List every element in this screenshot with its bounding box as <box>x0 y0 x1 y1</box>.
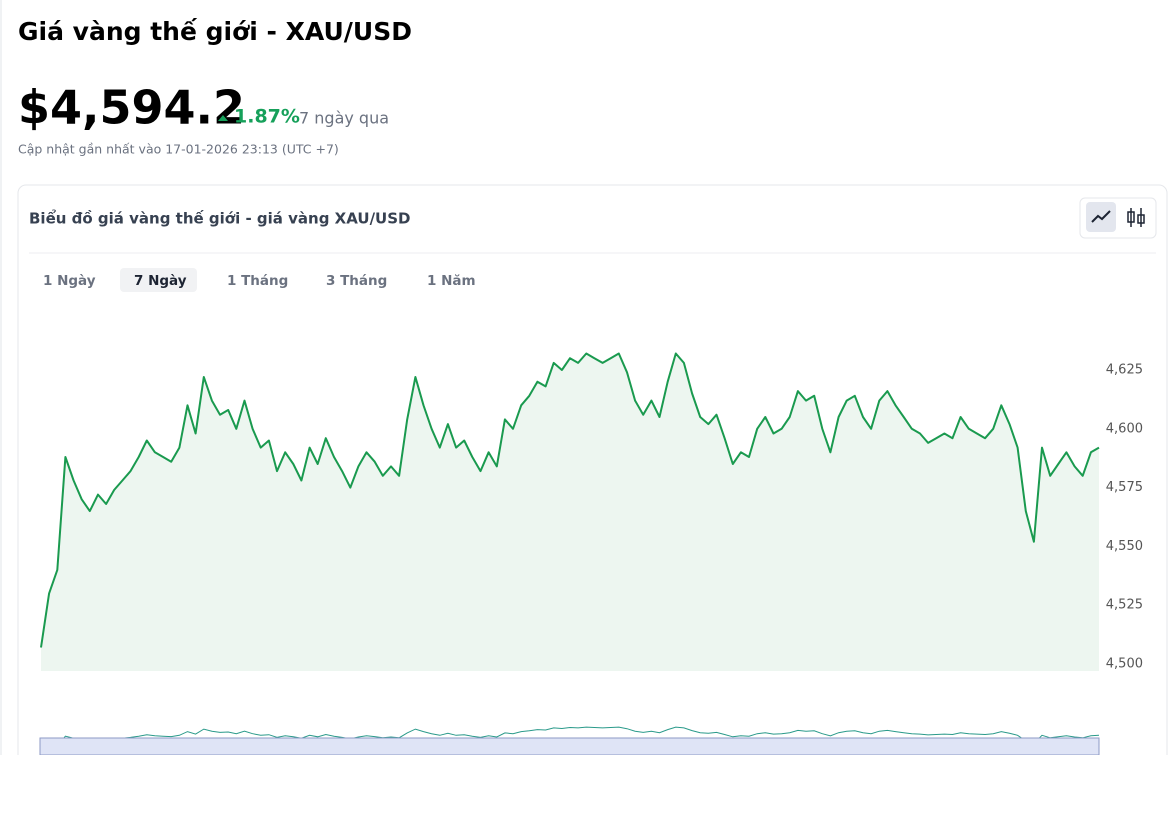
blank-area <box>0 755 1173 813</box>
y-tick-label: 4,575 <box>1106 480 1143 495</box>
y-tick-label: 4,525 <box>1106 598 1143 613</box>
page-title: Giá vàng thế giới - XAU/USD <box>18 17 412 46</box>
tab[interactable]: 1 Tháng <box>227 273 288 289</box>
y-tick-label: 4,600 <box>1106 421 1143 436</box>
navigator-line <box>40 726 1100 754</box>
change: 1.87% <box>234 106 300 128</box>
period: 7 ngày qua <box>299 109 389 128</box>
y-tick-label: 4,625 <box>1106 362 1143 377</box>
tab[interactable]: 1 Năm <box>427 273 476 289</box>
chart-card <box>17 184 1168 755</box>
line-icon <box>1091 210 1111 223</box>
tab[interactable]: 3 Tháng <box>326 273 387 289</box>
candle-button[interactable] <box>1127 208 1145 227</box>
updated: Cập nhật gần nhất vào 17-01-2026 23:13 (… <box>18 142 339 157</box>
up-icon <box>218 115 228 121</box>
price: $4,594.2 <box>18 81 245 135</box>
y-tick-label: 4,500 <box>1106 656 1143 671</box>
tab-active-bg <box>120 268 197 292</box>
tab[interactable]: 7 Ngày <box>134 273 187 289</box>
area <box>41 353 1099 671</box>
navigator[interactable] <box>39 737 1100 756</box>
line-chart-button[interactable] <box>1086 202 1116 232</box>
tab[interactable]: 1 Ngày <box>43 273 96 289</box>
y-tick-label: 4,550 <box>1106 539 1143 554</box>
card-title: Biểu đồ giá vàng thế giới - giá vàng XAU… <box>29 209 410 228</box>
price-line <box>40 352 1100 648</box>
